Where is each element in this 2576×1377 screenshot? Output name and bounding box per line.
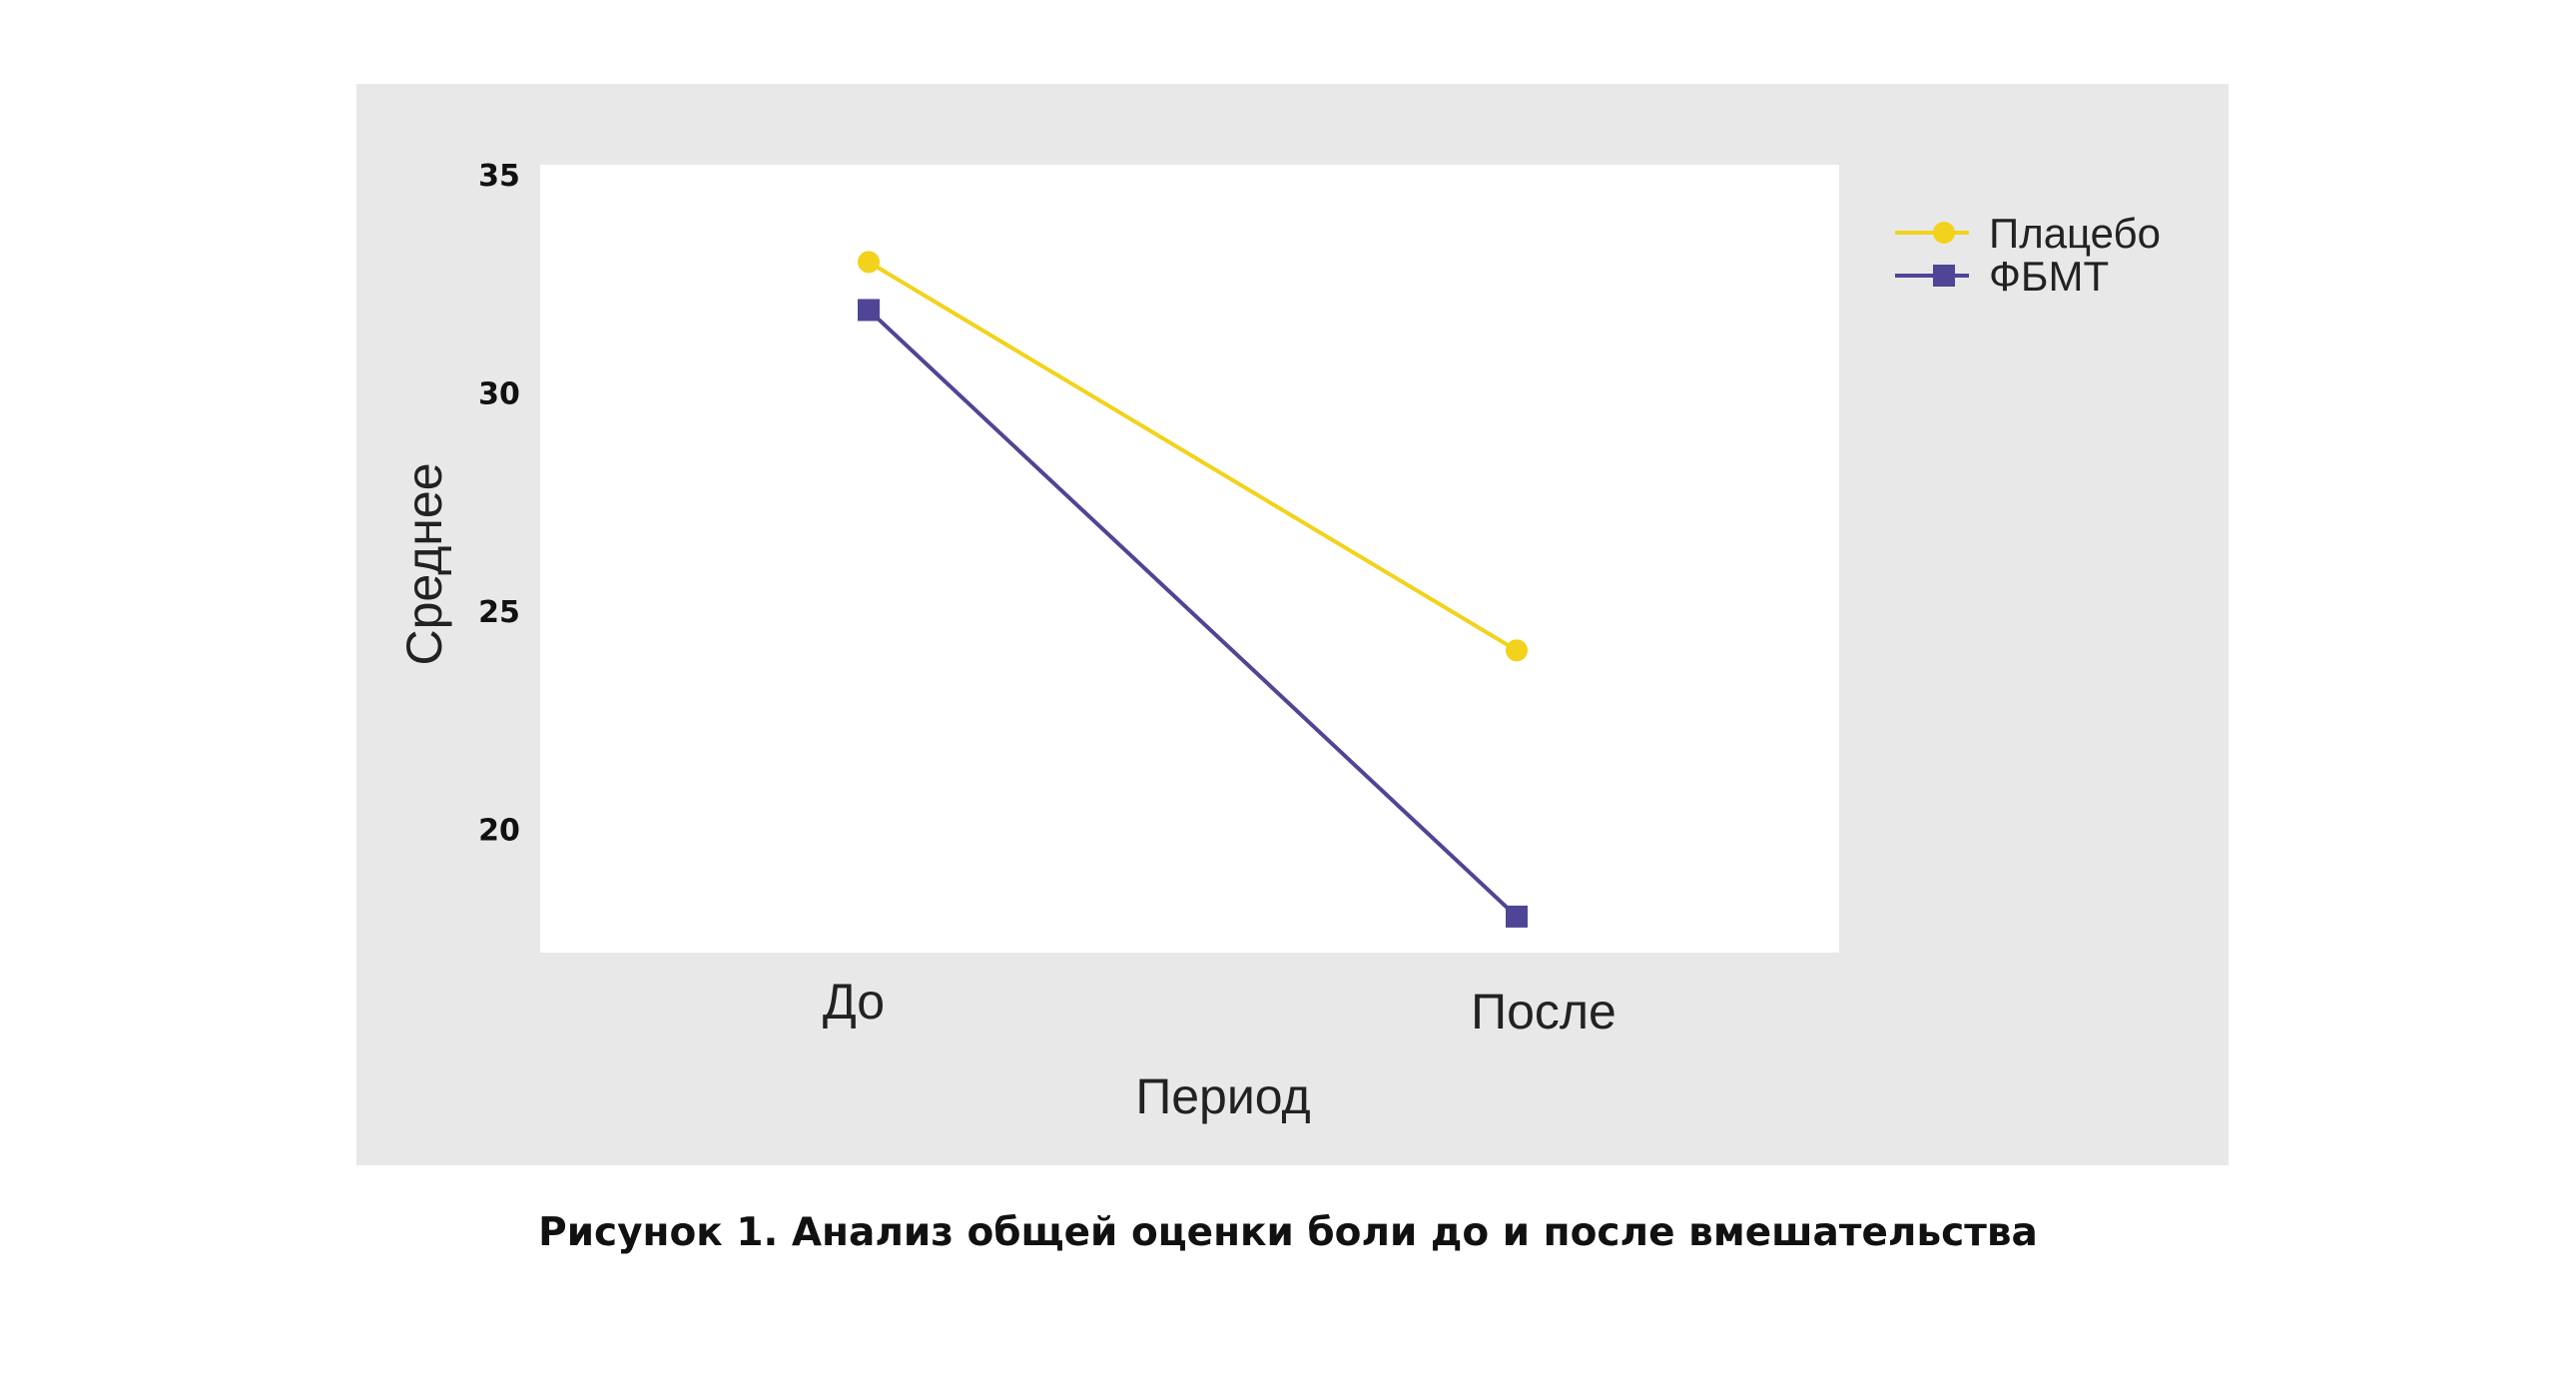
x-axis-title: Период — [1135, 1068, 1310, 1124]
y-tick-label: 30 — [478, 377, 520, 412]
data-point — [1506, 639, 1528, 662]
y-axis-title: Среднее — [396, 462, 452, 665]
y-axis-ticks: 20 25 30 35 — [478, 159, 520, 849]
figure-caption: Рисунок 1. Анализ общей оценки боли до и… — [538, 1210, 2038, 1255]
series-line-2 — [867, 309, 1519, 919]
x-axis-categories: До После — [823, 974, 1616, 1039]
plot-area — [540, 165, 1839, 953]
data-point — [858, 251, 880, 274]
data-point — [858, 299, 880, 322]
y-tick-label: 35 — [478, 159, 520, 194]
y-tick-label: 25 — [478, 595, 520, 630]
legend-label: Плацебо — [1989, 210, 2161, 257]
legend-marker — [1933, 222, 1955, 244]
series-layer — [858, 251, 1528, 928]
legend-marker — [1933, 265, 1955, 287]
y-tick-label: 20 — [478, 814, 520, 849]
series-line-1 — [867, 260, 1519, 653]
legend-label: ФБМТ — [1989, 253, 2109, 300]
data-point — [1506, 905, 1528, 928]
x-category-label: После — [1471, 984, 1616, 1039]
x-category-label: До — [823, 974, 885, 1030]
